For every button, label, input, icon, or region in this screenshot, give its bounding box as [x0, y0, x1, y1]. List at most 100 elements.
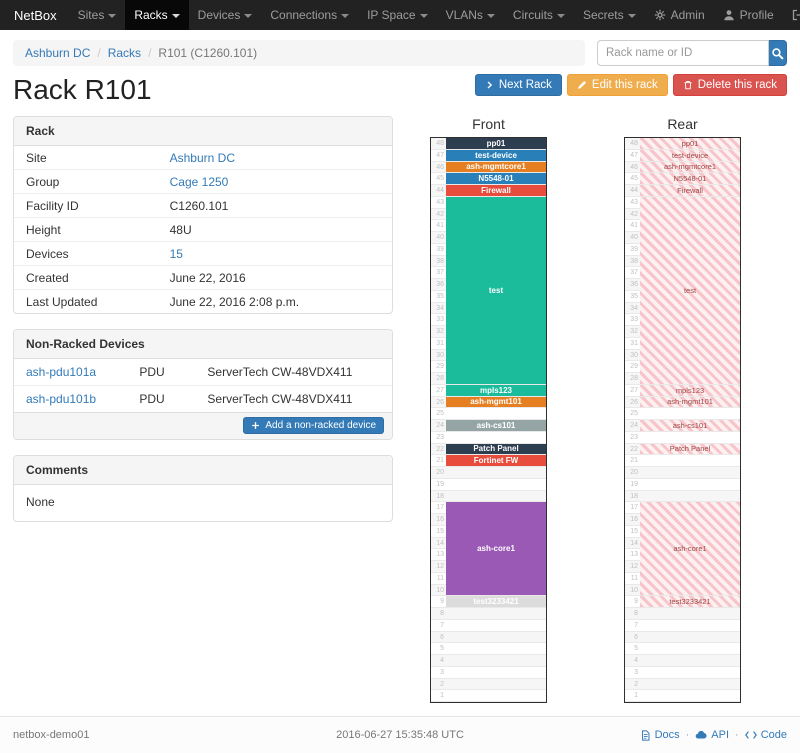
app-brand[interactable]: NetBox	[14, 7, 57, 23]
footer-link-label: Docs	[654, 729, 680, 741]
rack-device[interactable]: ash-cs101	[446, 420, 546, 431]
nav-item-sites[interactable]: Sites	[69, 0, 126, 30]
unit-number: 44	[436, 187, 444, 194]
footer-link-api[interactable]: API	[695, 729, 729, 741]
attr-label: Created	[14, 265, 158, 290]
unit-number: 34	[630, 304, 638, 312]
rack-attr-row: Created June 22, 2016	[14, 265, 392, 290]
unit-number: 20	[436, 469, 444, 476]
unit-number: 45	[630, 175, 638, 183]
rack-device[interactable]: test-device	[640, 149, 740, 161]
rear-rack-title: Rear	[667, 116, 698, 132]
rack-device[interactable]: ash-mgmtcore1	[640, 161, 740, 173]
rack-device[interactable]: ash-core1	[446, 502, 546, 596]
rack-device[interactable]: Patch Panel	[446, 443, 546, 455]
nav-item-circuits[interactable]: Circuits	[504, 0, 574, 30]
rack-unit: 9	[431, 596, 546, 608]
unit-number: 29	[436, 363, 444, 371]
footer-link-docs[interactable]: Docs	[640, 729, 680, 741]
title-row: Next Rack Edit this rack Delete this rack …	[13, 74, 787, 106]
nav-item-label: VLANs	[445, 8, 483, 22]
rack-device[interactable]: test3233421	[446, 596, 546, 607]
rack-device[interactable]: ash-mgmt101	[446, 396, 546, 408]
rack-device[interactable]: ash-cs101	[640, 420, 740, 431]
attr-value-link[interactable]: Ashburn DC	[169, 150, 235, 165]
rack-attr-row: Group Cage 1250	[14, 169, 392, 194]
nav-item-devices[interactable]: Devices	[189, 0, 262, 30]
edit-this-rack-button[interactable]: Edit this rack	[566, 74, 668, 96]
unit-number: 41	[630, 222, 638, 230]
rack-device[interactable]: Firewall	[640, 185, 740, 196]
rack-device-label: N5548-01	[673, 174, 707, 184]
search-input[interactable]	[597, 40, 769, 66]
rack-device[interactable]: N5548-01	[640, 173, 740, 184]
unit-number: 22	[630, 445, 638, 453]
unit-number: 15	[630, 527, 638, 535]
rack-unit: 8	[431, 608, 546, 620]
rack-device[interactable]: test3233421	[640, 596, 740, 607]
rack-unit: 47	[625, 150, 740, 162]
nav-item-admin[interactable]: Admin	[645, 0, 714, 30]
nav-item-secrets[interactable]: Secrets	[574, 0, 645, 30]
nav-item-connections[interactable]: Connections	[261, 0, 358, 30]
rack-device[interactable]: test-device	[446, 149, 546, 161]
unit-number: 29	[630, 363, 638, 371]
unit-number: 25	[436, 410, 444, 418]
rack-device[interactable]: pp01	[446, 138, 546, 149]
device-link[interactable]: ash-pdu101a	[26, 365, 97, 379]
nav-item-ip-space[interactable]: IP Space	[358, 0, 436, 30]
unit-number: 33	[630, 316, 638, 324]
rack-device[interactable]: Firewall	[446, 185, 546, 196]
unit-number: 17	[630, 504, 638, 512]
nav-item-vlans[interactable]: VLANs	[437, 0, 504, 30]
rack-search	[597, 40, 787, 66]
next-rack-button[interactable]: Next Rack	[474, 74, 562, 96]
add-nonracked-device-button[interactable]: Add a non-racked device	[243, 417, 384, 434]
device-type-cell: PDU	[139, 365, 165, 379]
nav-item-racks[interactable]: Racks	[125, 0, 189, 30]
unit-number: 2	[440, 680, 444, 688]
rack-device-label: Patch Panel	[669, 444, 711, 454]
rack-device[interactable]: ash-core1	[640, 502, 740, 596]
nonracked-panel: Non-Racked Devices ash-pdu101a PDU ServerT…	[13, 329, 393, 440]
rack-device[interactable]: ash-mgmt101	[640, 396, 740, 408]
unit-number: 19	[630, 480, 638, 488]
breadcrumb-item[interactable]: Racks	[107, 46, 142, 60]
unit-number: 42	[436, 210, 444, 218]
nav-item-label: Devices	[197, 8, 241, 22]
rack-device-label: test3233421	[669, 597, 711, 607]
unit-number: 14	[630, 539, 638, 547]
rack-device[interactable]: ash-mgmtcore1	[446, 161, 546, 173]
search-button[interactable]	[769, 40, 787, 66]
caret-down-icon	[627, 13, 636, 18]
rack-device[interactable]: Fortinet FW	[446, 455, 546, 466]
attr-label: Devices	[14, 241, 158, 266]
rack-device[interactable]: mpls123	[446, 384, 546, 396]
rack-device[interactable]: N5548-01	[446, 173, 546, 184]
code-icon	[744, 730, 757, 740]
breadcrumb-item[interactable]: Ashburn DC	[25, 46, 91, 60]
footer-link-label: Code	[760, 729, 787, 741]
rack-attr-row: Last Updated June 22, 2016 2:08 p.m.	[14, 289, 392, 313]
action-buttons: Next Rack Edit this rack Delete this rack	[474, 74, 787, 96]
rack-device[interactable]: test	[446, 196, 546, 384]
footer-link-code[interactable]: Code	[744, 729, 787, 741]
rack-unit: 21	[431, 455, 546, 467]
rack-device[interactable]: mpls123	[640, 384, 740, 396]
attr-value-link[interactable]: Cage 1250	[169, 174, 229, 189]
unit-number: 4	[634, 657, 638, 664]
nav-item-profile[interactable]: Profile	[714, 0, 783, 30]
attr-value-link[interactable]: 15	[169, 246, 183, 261]
rack-unit: 27	[431, 385, 546, 397]
rack-device[interactable]: Patch Panel	[640, 443, 740, 455]
front-rack-title: Front	[472, 116, 505, 132]
delete-this-rack-button[interactable]: Delete this rack	[672, 74, 787, 96]
nav-item-label: IP Space	[367, 8, 416, 22]
rack-device[interactable]: pp01	[640, 138, 740, 149]
rack-unit: 25	[625, 408, 740, 420]
nav-item-log-out[interactable]: Log out	[783, 0, 800, 30]
rack-device[interactable]: test	[640, 196, 740, 384]
attr-label: Group	[14, 169, 158, 194]
rack-unit: 47	[431, 150, 546, 162]
device-link[interactable]: ash-pdu101b	[26, 392, 97, 406]
